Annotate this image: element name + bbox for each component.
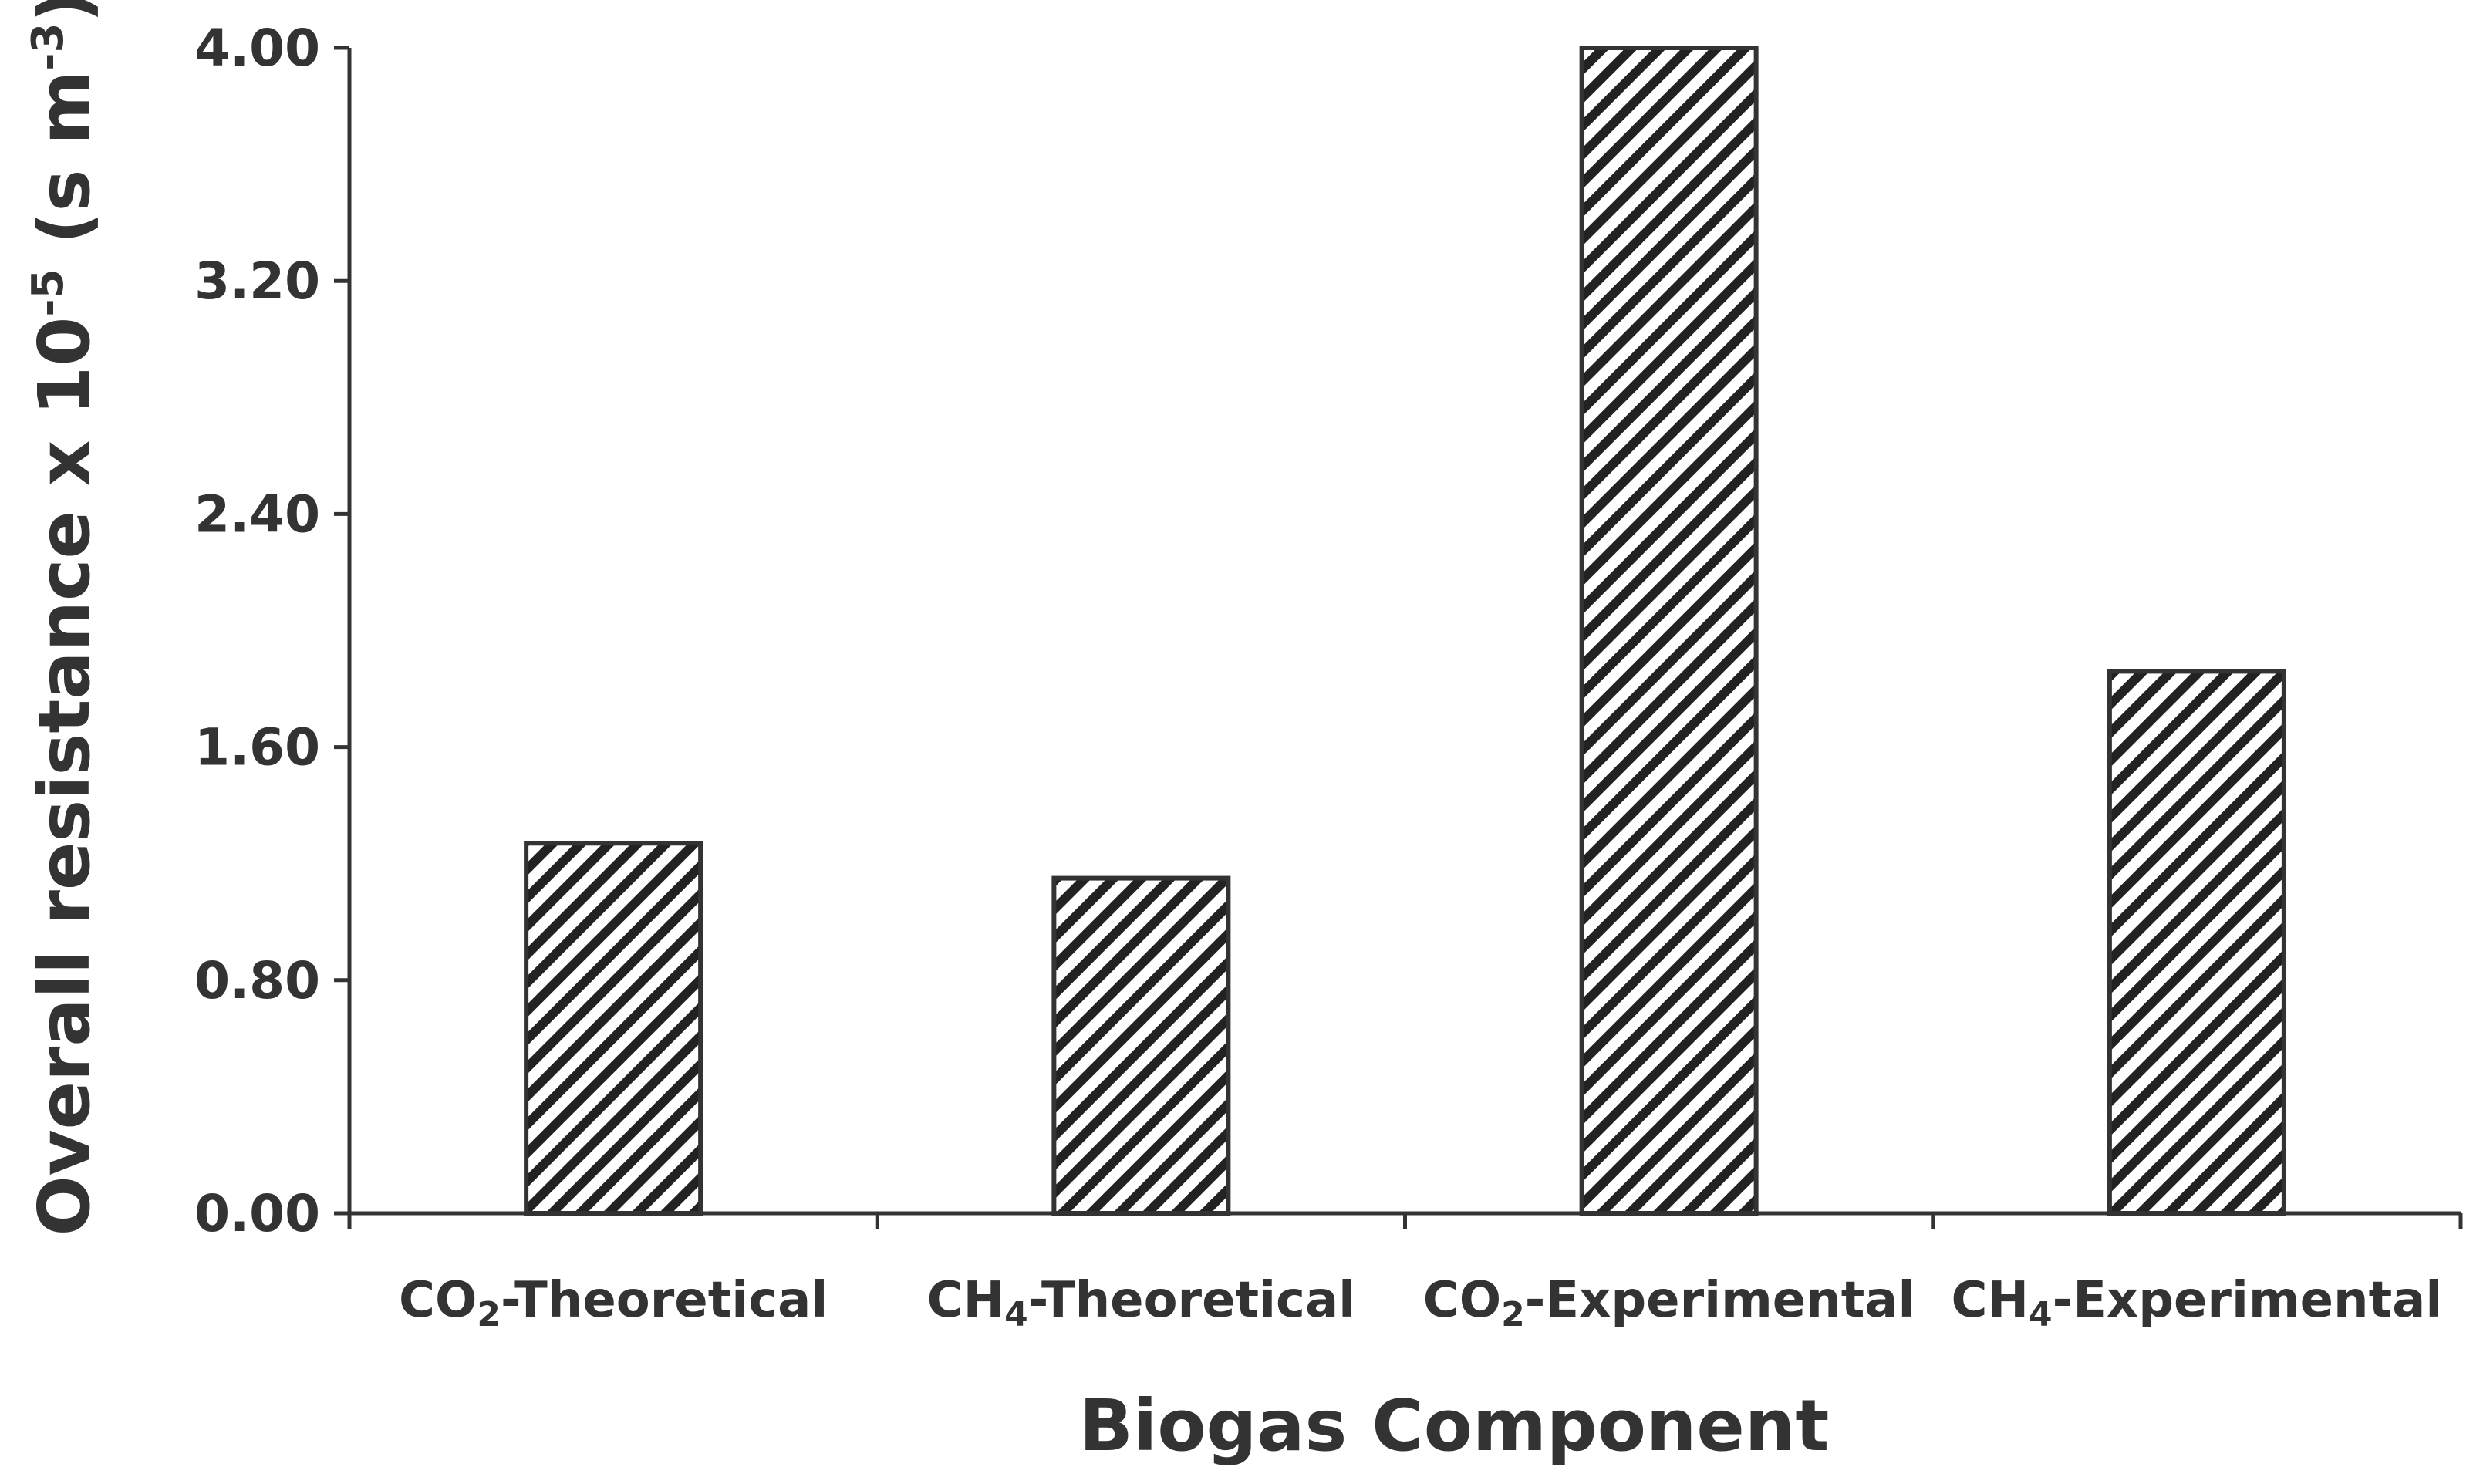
y-tick-label: 0.00 <box>194 1184 320 1243</box>
bar-2 <box>1051 875 1231 1216</box>
x-axis-title: Biogas Component <box>1079 1385 1830 1467</box>
y-tick-label: 2.40 <box>194 484 320 544</box>
y-axis-title: Overall resistance x 10-5 (s m-3) <box>23 0 106 1236</box>
y-tick-label: 1.60 <box>194 718 320 777</box>
y-tick-label: 3.20 <box>194 251 320 311</box>
x-category-label: CH4-Experimental <box>1951 1272 2442 1334</box>
x-labels-group: CO2-Theoretical CH4-Theoretical CO2-Experi… <box>347 1213 2463 1334</box>
y-axis-title-exponent: -5 <box>23 268 73 316</box>
bars-group <box>524 46 2286 1216</box>
y-tick-label: 4.00 <box>194 19 320 78</box>
bar-3 <box>1579 46 1759 1216</box>
bar-4 <box>2107 669 2286 1216</box>
x-category-label: CH4-Theoretical <box>927 1272 1355 1334</box>
y-ticks-group: 0.00 0.80 1.60 2.40 3.20 4.00 <box>194 19 349 1243</box>
x-category-label: CO2-Theoretical <box>399 1272 828 1334</box>
y-axis-title-exponent: -3 <box>23 23 73 71</box>
y-tick-label: 0.80 <box>194 951 320 1010</box>
bar-1 <box>524 841 703 1216</box>
x-category-label: CO2-Experimental <box>1423 1272 1915 1334</box>
